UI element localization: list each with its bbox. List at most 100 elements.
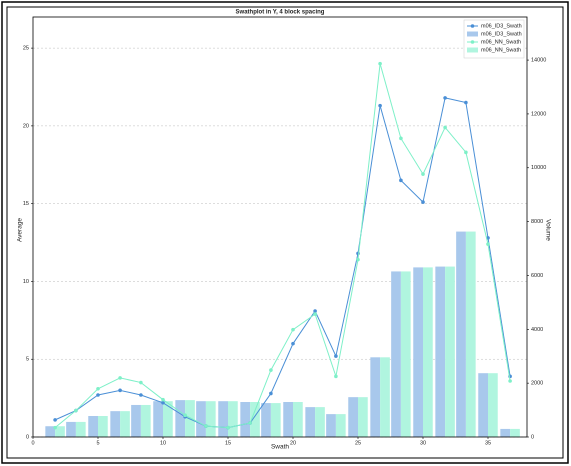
legend-swatch <box>467 47 478 53</box>
line-point <box>378 103 382 108</box>
line-point <box>248 421 252 425</box>
bar <box>66 421 76 437</box>
bar <box>163 401 173 437</box>
line-point <box>399 178 403 183</box>
legend-marker <box>470 40 475 44</box>
bar <box>391 271 401 437</box>
line-point <box>399 136 403 141</box>
y2-tick-label: 12000 <box>531 111 546 117</box>
bar <box>435 266 446 437</box>
bar <box>465 231 476 437</box>
bar <box>500 428 511 437</box>
line-point <box>161 400 165 405</box>
bar <box>218 401 228 437</box>
bar <box>98 416 108 437</box>
bar <box>205 401 216 437</box>
bar <box>315 407 325 437</box>
line-point <box>356 257 360 262</box>
bar <box>131 404 141 437</box>
y-tick-label: 5 <box>26 357 29 363</box>
line-point <box>313 312 317 316</box>
line-point <box>443 96 447 100</box>
bar <box>270 403 281 437</box>
line-point <box>313 309 317 313</box>
legend-swatch <box>467 31 478 37</box>
x-tick-label: 20 <box>290 440 296 446</box>
legend-label: m06_ID3_Swath <box>481 31 522 37</box>
x-tick-label: 35 <box>485 440 491 446</box>
y2-tick-label: 0 <box>531 434 534 440</box>
bar <box>88 416 98 437</box>
line-point <box>508 379 512 383</box>
y2-tick-label: 10000 <box>531 165 546 171</box>
line-point <box>226 425 230 430</box>
x-tick-label: 30 <box>420 440 426 446</box>
line-point <box>96 393 100 397</box>
line-point <box>334 354 338 358</box>
bar <box>175 400 186 437</box>
line-point <box>118 376 122 380</box>
line-point <box>421 172 425 176</box>
y2-tick-label: 8000 <box>531 219 543 225</box>
y2-tick-label: 6000 <box>531 273 543 279</box>
y-tick-label: 10 <box>23 279 29 285</box>
x-tick-label: 25 <box>355 440 361 446</box>
bar <box>423 267 433 437</box>
line-point <box>139 393 143 397</box>
line-point <box>464 100 468 105</box>
line-point <box>96 386 100 391</box>
bar <box>445 266 455 437</box>
bar <box>380 357 390 437</box>
line-point <box>334 374 338 379</box>
bar <box>55 426 65 437</box>
legend-label: m06_NN_Swath <box>481 47 521 53</box>
x-tick-label: 10 <box>160 440 166 446</box>
x-axis-label: Swath <box>271 444 289 451</box>
line-point <box>53 425 57 430</box>
bar <box>196 401 206 437</box>
bar <box>456 231 466 437</box>
bar <box>283 402 293 437</box>
y-tick-label: 20 <box>23 123 29 129</box>
line-point <box>269 391 273 396</box>
bar <box>228 401 238 437</box>
x-tick-label: 15 <box>225 440 231 446</box>
bar <box>326 414 336 437</box>
bar <box>140 404 151 437</box>
bar <box>120 411 130 437</box>
bar <box>261 403 271 437</box>
bar <box>358 397 368 437</box>
bar <box>370 357 381 437</box>
bar <box>240 402 251 437</box>
y2-axis-label: Volume <box>544 219 551 241</box>
line-point <box>269 368 273 372</box>
line-point <box>443 125 447 130</box>
line-point <box>378 61 382 66</box>
bar <box>510 428 520 437</box>
bar <box>305 407 316 437</box>
line-point <box>161 397 165 402</box>
plot-frame <box>32 16 528 438</box>
x-tick-label: 5 <box>96 440 99 446</box>
y2-tick-label: 2000 <box>531 381 543 387</box>
bar <box>293 402 303 437</box>
line-point <box>74 408 78 413</box>
line-point <box>139 380 143 385</box>
bar <box>478 373 488 437</box>
bar <box>75 421 86 437</box>
line-point <box>204 424 208 428</box>
bar <box>413 267 423 437</box>
bar <box>335 414 346 437</box>
bar <box>45 426 56 437</box>
inner-frame <box>6 6 564 459</box>
y-tick-label: 15 <box>23 201 29 207</box>
chart-title: Swathplot in Y, 4 block spacing <box>236 10 325 16</box>
line-point <box>464 150 468 155</box>
line <box>54 63 511 429</box>
line-point <box>53 418 57 422</box>
legend-label: m06_NN_Swath <box>481 39 521 45</box>
y-axis-label: Average <box>17 218 24 242</box>
bar <box>400 271 411 437</box>
line-point <box>291 341 295 346</box>
